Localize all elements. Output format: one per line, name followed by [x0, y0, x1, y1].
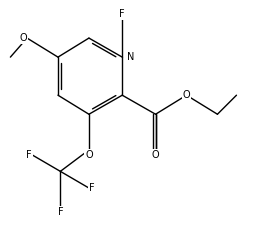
Text: F: F	[26, 150, 32, 160]
Text: O: O	[85, 150, 93, 160]
Text: F: F	[119, 9, 125, 19]
Text: F: F	[89, 183, 94, 193]
Text: O: O	[152, 150, 159, 160]
Text: O: O	[183, 90, 190, 100]
Text: N: N	[127, 52, 134, 62]
Text: F: F	[58, 207, 63, 217]
Text: O: O	[19, 33, 27, 43]
